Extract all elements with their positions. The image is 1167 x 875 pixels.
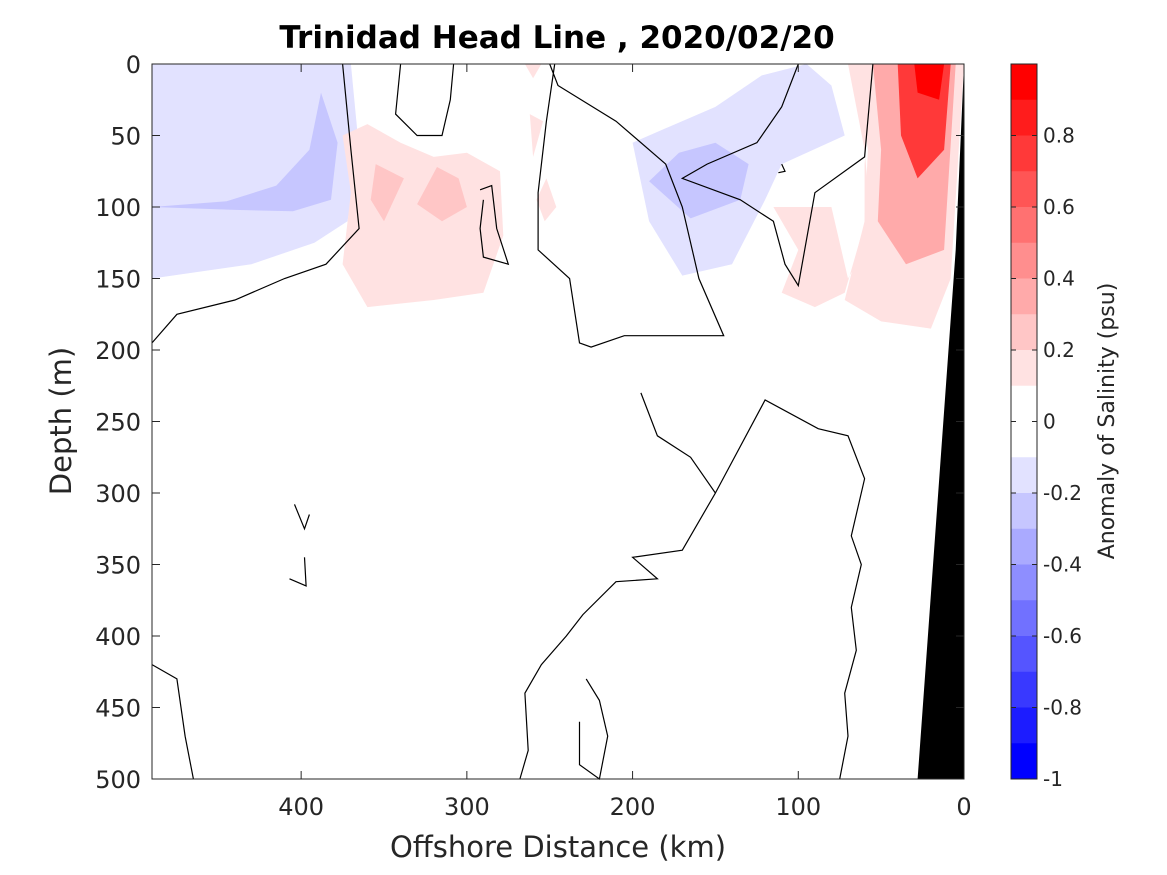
y-tick-label: 500: [95, 766, 141, 794]
colorbar-swatch: [1011, 421, 1037, 458]
colorbar-tick-label: -0.4: [1043, 553, 1082, 577]
colorbar-tick-label: 0.6: [1043, 195, 1075, 219]
y-tick-label: 0: [126, 51, 141, 79]
colorbar-swatch: [1011, 671, 1037, 708]
colorbar-tick-label: 0: [1043, 410, 1056, 434]
anomaly-region-midshelf-salty-anomaly: [342, 124, 504, 308]
anomaly-region-nearshore-salty-peak: [914, 64, 945, 100]
colorbar-swatch: [1011, 64, 1037, 101]
land-mask-layer: [917, 64, 964, 779]
colorbar-swatch: [1011, 278, 1037, 315]
colorbar-swatch: [1011, 600, 1037, 637]
colorbar-swatch: [1011, 385, 1037, 422]
y-tick-label: 450: [95, 695, 141, 723]
x-tick-label: 400: [278, 793, 324, 821]
zero-contour-line-3: [479, 184, 510, 266]
anomaly-region-midshelf-salty-blip-a: [524, 64, 542, 79]
anomaly-region-midshelf-salty-blip-c: [536, 178, 557, 222]
anomaly-region-offshore-fresh-core: [152, 92, 338, 212]
zero-contour-line-1: [151, 63, 360, 344]
colorbar-tick-label: 0.4: [1043, 267, 1075, 291]
x-tick-label: 300: [444, 793, 490, 821]
colorbar-swatch: [1011, 457, 1037, 494]
y-tick-label: 50: [110, 123, 141, 151]
zero-contour-line-10: [289, 557, 307, 587]
colorbar-tick-label: 0.8: [1043, 124, 1075, 148]
chart-title: Trinidad Head Line , 2020/02/20: [279, 20, 834, 56]
x-axis-label: Offshore Distance (km): [390, 830, 726, 864]
anomaly-region-central-fresh-center: [669, 152, 736, 197]
colorbar-label: Anomaly of Salinity (psu): [1095, 283, 1120, 560]
colorbar-swatch: [1011, 528, 1037, 565]
colorbar-swatch: [1011, 314, 1037, 351]
y-tick-label: 250: [95, 409, 141, 437]
x-tick-label: 200: [610, 793, 656, 821]
colorbar-swatch: [1011, 636, 1037, 673]
anomaly-region-midshelf-salty-blip-b: [529, 114, 544, 157]
anomaly-region-offshore-fresh-center: [287, 192, 305, 207]
y-tick-label: 300: [95, 480, 141, 508]
colorbar-swatch: [1011, 564, 1037, 601]
colorbar-swatch: [1011, 99, 1037, 136]
anomaly-region-midshelf-salty-core-a: [370, 164, 404, 222]
colorbar-swatch: [1011, 707, 1037, 744]
x-tick-label: 0: [956, 793, 971, 821]
zero-contour-line-11: [151, 664, 194, 780]
zero-contour-line-2: [394, 63, 455, 137]
y-tick-label: 400: [95, 623, 141, 651]
colorbar-swatch: [1011, 493, 1037, 530]
zero-contour-line-4: [537, 63, 725, 348]
y-tick-label: 100: [95, 194, 141, 222]
zero-contour-line-5: [680, 63, 874, 288]
anomaly-region-inshore-salty-anomaly: [773, 64, 873, 308]
zero-contour-line-8: [714, 399, 866, 780]
colorbar-swatch: [1011, 743, 1037, 780]
colorbar-swatch: [1011, 135, 1037, 172]
land-mask: [917, 64, 964, 779]
colorbar: 0.8 0.6 0.4 0.2 0 -0.2 -0.4 -0.6 -0.8 -1: [1010, 63, 1082, 791]
y-tick-label: 200: [95, 337, 141, 365]
colorbar-swatch: [1011, 207, 1037, 244]
colorbar-tick-label: -0.6: [1043, 624, 1082, 648]
y-axis: 0 50 100 150 200 250 300 350 400 450 500: [95, 51, 964, 794]
x-axis: 400 300 200 100 0: [278, 64, 972, 821]
colorbar-tick-label: -0.8: [1043, 696, 1082, 720]
contour-fill-layer: [152, 64, 964, 329]
y-tick-label: 350: [95, 552, 141, 580]
colorbar-tick-label: -1: [1043, 767, 1063, 791]
zero-contour-line-9: [293, 504, 310, 531]
zero-contour-line-7: [519, 392, 717, 780]
anomaly-region-offshore-fresh-anomaly: [152, 64, 360, 279]
zero-contour-line-6: [778, 163, 786, 174]
colorbar-swatch: [1011, 242, 1037, 279]
x-tick-label: 100: [775, 793, 821, 821]
anomaly-region-midshelf-salty-core-b: [417, 167, 467, 222]
zero-contour-layer: [151, 63, 874, 781]
colorbar-swatch: [1011, 350, 1037, 387]
y-axis-label: Depth (m): [44, 347, 78, 495]
zero-contour-line-12: [578, 678, 609, 781]
colorbar-swatch: [1011, 171, 1037, 208]
y-tick-label: 150: [95, 266, 141, 294]
colorbar-tick-label: -0.2: [1043, 481, 1082, 505]
colorbar-tick-label: 0.2: [1043, 338, 1075, 362]
